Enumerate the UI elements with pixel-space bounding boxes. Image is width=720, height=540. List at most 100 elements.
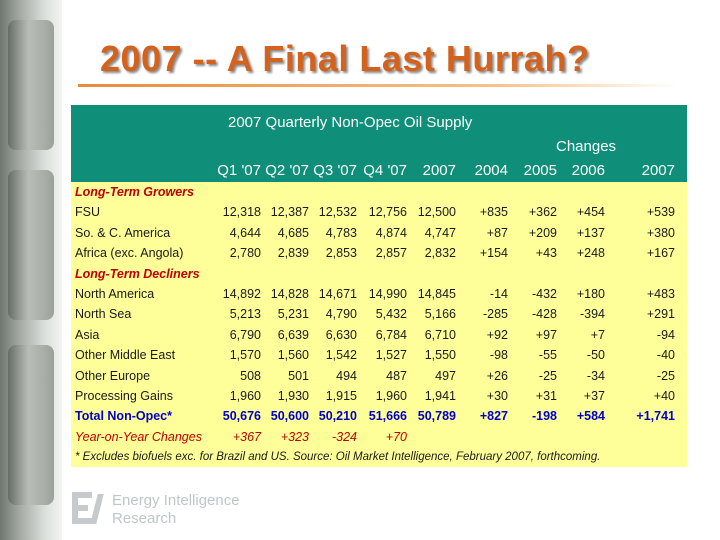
table-cell: 1,960 (375, 389, 407, 403)
table-cell: 1,570 (229, 348, 261, 363)
table-cell: -50 (586, 348, 605, 363)
table-cell: +87 (486, 225, 508, 240)
table-cell: +70 (385, 429, 407, 444)
table-cell: 51,666 (368, 409, 407, 424)
pipe-image (8, 345, 54, 505)
table-cell: +1,741 (636, 409, 675, 424)
pipe-image (8, 20, 54, 150)
column-header: 2006 (571, 162, 605, 179)
row-label: Other Europe (75, 368, 151, 383)
row-label: North America (75, 287, 155, 301)
energy-intelligence-logo-icon (72, 492, 106, 524)
table-cell: +835 (479, 205, 508, 220)
table-cell: 6,790 (229, 327, 261, 342)
column-header: Q3 '07 (313, 162, 357, 179)
column-header: Q1 '07 (217, 162, 261, 179)
table-cell: +483 (646, 287, 675, 301)
column-header: Q4 '07 (363, 162, 407, 179)
table-cell: +97 (535, 327, 557, 342)
table-cell: -94 (656, 327, 675, 342)
table-cell: 5,432 (375, 307, 407, 322)
table-cell: 5,166 (424, 307, 456, 322)
table-cell: 4,874 (375, 225, 407, 240)
row-label: Processing Gains (75, 389, 173, 403)
table-cell: -285 (482, 307, 508, 322)
table-cell: +30 (486, 389, 508, 403)
table-cell: +92 (486, 327, 508, 342)
table-cell: 4,644 (229, 225, 261, 240)
row-label: FSU (75, 205, 100, 220)
table-cell: 508 (240, 368, 261, 383)
table-cell: +26 (486, 368, 508, 383)
table-cell: 1,930 (277, 389, 309, 403)
table-title: 2007 Quarterly Non-Opec Oil Supply (228, 114, 473, 131)
table-cell: -55 (538, 348, 557, 363)
table-cell: 6,639 (277, 327, 309, 342)
table-cell: 1,550 (424, 348, 456, 363)
table-cell: 501 (288, 368, 309, 383)
table-cell: 4,783 (325, 225, 357, 240)
table-cell: +380 (646, 225, 675, 240)
table-cell: 12,387 (270, 205, 309, 220)
table-cell: +323 (280, 429, 309, 444)
table-cell: 50,676 (222, 409, 261, 424)
row-label: Total Non-Opec* (75, 409, 172, 424)
table-cell: +362 (528, 205, 557, 220)
pipe-image (8, 170, 54, 320)
table-cell: +454 (576, 205, 605, 220)
table-cell: 494 (336, 368, 357, 383)
column-header: 2004 (474, 162, 508, 179)
table-cell: 4,790 (325, 307, 357, 322)
table-cell: 1,542 (325, 348, 357, 363)
table-cell: +180 (576, 287, 605, 301)
table-cell: +248 (576, 246, 605, 261)
column-header: 2007 (641, 162, 675, 179)
table-cell: +584 (576, 409, 605, 424)
table-cell: +154 (479, 246, 508, 261)
org-name: Energy Intelligence (112, 492, 240, 509)
table-cell: 12,532 (318, 205, 357, 220)
table-cell: 12,500 (417, 205, 456, 220)
row-label: Other Middle East (75, 348, 176, 363)
table-cell: -14 (489, 287, 508, 301)
decorative-pipe-band (0, 0, 62, 540)
table-cell: 2,832 (424, 246, 456, 261)
table-cell: +40 (653, 389, 675, 403)
table-cell: 1,527 (375, 348, 407, 363)
table-cell: 50,600 (270, 409, 309, 424)
category-label: Long-Term Growers (75, 185, 194, 199)
org-division: Research (112, 510, 177, 527)
table-cell: 50,210 (318, 409, 357, 424)
table-cell: 14,845 (417, 287, 456, 301)
row-label: North Sea (75, 307, 132, 322)
table-cell: +31 (535, 389, 557, 403)
table-cell: -432 (531, 287, 557, 301)
table-cell: 1,941 (424, 389, 456, 403)
table-cell: +7 (590, 327, 605, 342)
table-cell: +827 (479, 409, 508, 424)
table-cell: -394 (579, 307, 605, 322)
table-cell: -98 (489, 348, 508, 363)
table-cell: 1,915 (325, 389, 357, 403)
table-cell: +37 (583, 389, 605, 403)
table-cell: 6,710 (424, 327, 456, 342)
table-cell: -198 (531, 409, 557, 424)
column-header: Q2 '07 (265, 162, 309, 179)
table-cell: -40 (656, 348, 675, 363)
table-header: 2007 Quarterly Non-Opec Oil Supply Chang… (71, 105, 687, 182)
table-cell: 6,784 (375, 327, 407, 342)
table-cell: 14,671 (318, 287, 357, 301)
table-cell: +367 (232, 429, 261, 444)
table-cell: 5,231 (277, 307, 309, 322)
table-cell: 1,560 (277, 348, 309, 363)
table-cell: 2,839 (277, 246, 309, 261)
table-cell: 4,685 (277, 225, 309, 240)
table-cell: -428 (531, 307, 557, 322)
table-cell: -25 (538, 368, 557, 383)
row-label: Africa (exc. Angola) (75, 246, 184, 261)
table-cell: +539 (646, 205, 675, 220)
table-cell: 2,853 (325, 246, 357, 261)
table-cell: 14,892 (222, 287, 261, 301)
table-cell: 4,747 (424, 225, 456, 240)
table-cell: 1,960 (229, 389, 261, 403)
